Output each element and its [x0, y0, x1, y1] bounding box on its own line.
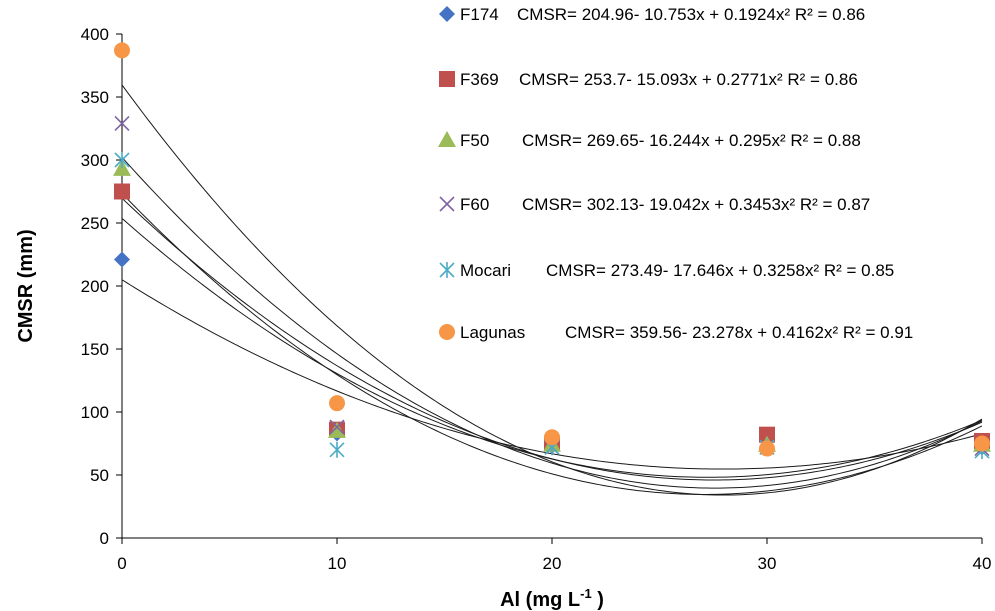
x-tick-label: 0: [117, 554, 126, 573]
legend-entry-lagunas: Lagunas CMSR= 359.56- 23.278x + 0.4162x² …: [439, 323, 913, 342]
legend-marker: [439, 6, 455, 22]
legend-series-name: F50: [460, 131, 489, 150]
plot-area: 0 50 100 150 200 250 300 350 400 0 10 20 30 40: [81, 25, 992, 573]
data-point-f60: [114, 115, 130, 132]
fit-curve-f60: [121, 156, 983, 489]
x-tick-label: 20: [543, 554, 562, 573]
legend-marker: [438, 131, 456, 147]
legend-series-name: Mocari: [460, 261, 511, 280]
legend-entry-mocari: Mocari CMSR= 273.49- 17.646x + 0.3258x² R…: [439, 261, 894, 280]
legend-marker: [439, 262, 455, 278]
x-tick-label: 40: [973, 554, 992, 573]
legend-entry-f60: F60 CMSR= 302.13- 19.042x + 0.3453x² R² =…: [439, 195, 870, 214]
legend-equation: CMSR= 359.56- 23.278x + 0.4162x² R² = 0.…: [565, 323, 913, 342]
data-points: [113, 42, 991, 460]
x-axis-title-superscript: -1: [580, 586, 592, 601]
data-point-mocari: [114, 152, 130, 168]
legend-marker: [439, 71, 455, 87]
legend: F174 CMSR= 204.96- 10.753x + 0.1924x² R² …: [438, 5, 913, 342]
fit-curve-f50: [121, 197, 983, 481]
y-tick-label: 400: [81, 25, 109, 44]
x-tick-label: 10: [328, 554, 347, 573]
legend-series-name: F60: [460, 195, 489, 214]
y-tick-label: 200: [81, 277, 109, 296]
legend-marker: [439, 324, 455, 340]
legend-entry-f50: F50 CMSR= 269.65- 16.244x + 0.295x² R² = …: [438, 131, 861, 150]
data-point-lagunas: [974, 435, 990, 452]
data-point-lagunas: [759, 440, 775, 457]
x-axis-title-close: ): [592, 589, 604, 611]
x-axis-title-main: Al (mg L: [500, 589, 580, 611]
data-point-mocari: [329, 441, 345, 458]
y-tick-label: 0: [100, 529, 109, 548]
legend-series-name: Lagunas: [460, 323, 525, 342]
data-point-f369: [759, 426, 775, 443]
y-tick-label: 300: [81, 151, 109, 170]
legend-equation: CMSR= 273.49- 17.646x + 0.3258x² R² = 0.…: [546, 261, 894, 280]
y-axis-title: CMSR (mm): [15, 229, 37, 342]
data-point-lagunas: [329, 395, 345, 412]
y-tick-label: 150: [81, 340, 109, 359]
x-ticks: 0 10 20 30 40: [117, 538, 991, 573]
data-point-lagunas: [544, 429, 560, 446]
y-tick-label: 350: [81, 88, 109, 107]
legend-equation: CMSR= 302.13- 19.042x + 0.3453x² R² = 0.…: [522, 195, 870, 214]
fit-curve-mocari: [121, 193, 983, 495]
x-axis-title: Al (mg L-1 ): [500, 586, 604, 611]
data-point-lagunas: [114, 42, 130, 59]
legend-entry-f174: F174 CMSR= 204.96- 10.753x + 0.1924x² R² …: [439, 5, 865, 24]
data-point-f174: [114, 251, 130, 268]
y-tick-label: 50: [90, 466, 109, 485]
legend-equation: CMSR= 269.65- 16.244x + 0.295x² R² = 0.8…: [522, 131, 861, 150]
legend-marker: [439, 196, 455, 212]
data-point-f369: [114, 183, 130, 200]
data-point-f60: [329, 419, 345, 435]
y-ticks: 0 50 100 150 200 250 300 350 400: [81, 25, 122, 548]
legend-series-name: F369: [460, 70, 499, 89]
legend-equation: CMSR= 204.96- 10.753x + 0.1924x² R² = 0.…: [517, 5, 865, 24]
fit-curve-lagunas: [121, 84, 983, 496]
legend-entry-f369: F369 CMSR= 253.7- 15.093x + 0.2771x² R² =…: [439, 70, 858, 89]
legend-equation: CMSR= 253.7- 15.093x + 0.2771x² R² = 0.8…: [519, 70, 858, 89]
legend-series-name: F174: [460, 5, 499, 24]
y-tick-label: 250: [81, 214, 109, 233]
data-point-f50: [328, 421, 346, 438]
x-tick-label: 30: [758, 554, 777, 573]
y-tick-label: 100: [81, 403, 109, 422]
